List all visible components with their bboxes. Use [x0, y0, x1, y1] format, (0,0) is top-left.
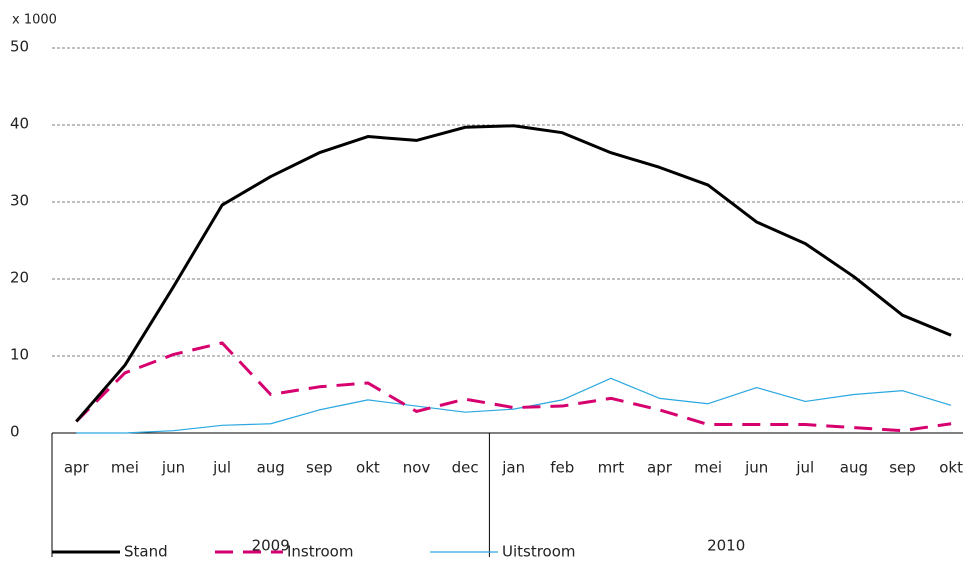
x-tick-label: mrt — [598, 459, 625, 477]
x-tick-label: sep — [889, 459, 916, 477]
legend-label: Uitstroom — [502, 543, 576, 561]
x-tick-label: jan — [501, 459, 525, 477]
x-tick-label: mei — [694, 459, 722, 477]
legend-label: Instroom — [287, 543, 353, 561]
x-tick-label: dec — [452, 459, 479, 477]
x-tick-label: apr — [647, 459, 673, 477]
x-tick-label: nov — [403, 459, 431, 477]
x-tick-label: aug — [840, 459, 868, 477]
year-label: 2010 — [707, 537, 745, 555]
series-line — [75, 341, 952, 433]
year-label: 2009 — [252, 537, 290, 555]
x-tick-label: apr — [64, 459, 90, 477]
x-tick-label: sep — [306, 459, 333, 477]
x-tick-label: jun — [161, 459, 185, 477]
y-tick-label: 50 — [10, 38, 29, 56]
x-tick-label: okt — [939, 459, 963, 477]
y-tick-label: 40 — [10, 115, 29, 133]
x-tick-label: jul — [795, 459, 814, 477]
series-line — [75, 124, 952, 423]
y-tick-label: 10 — [10, 346, 29, 364]
legend-label: Stand — [124, 543, 168, 561]
x-tick-label: aug — [257, 459, 285, 477]
x-tick-label: okt — [356, 459, 380, 477]
series-line — [76, 377, 952, 434]
y-tick-label: 20 — [10, 269, 29, 287]
y-axis-label: x 1000 — [12, 13, 57, 28]
x-tick-label: jun — [744, 459, 768, 477]
y-tick-label: 0 — [10, 423, 20, 441]
y-tick-label: 30 — [10, 192, 29, 210]
x-tick-label: jul — [212, 459, 231, 477]
x-tick-label: feb — [550, 459, 574, 477]
x-tick-label: mei — [111, 459, 139, 477]
